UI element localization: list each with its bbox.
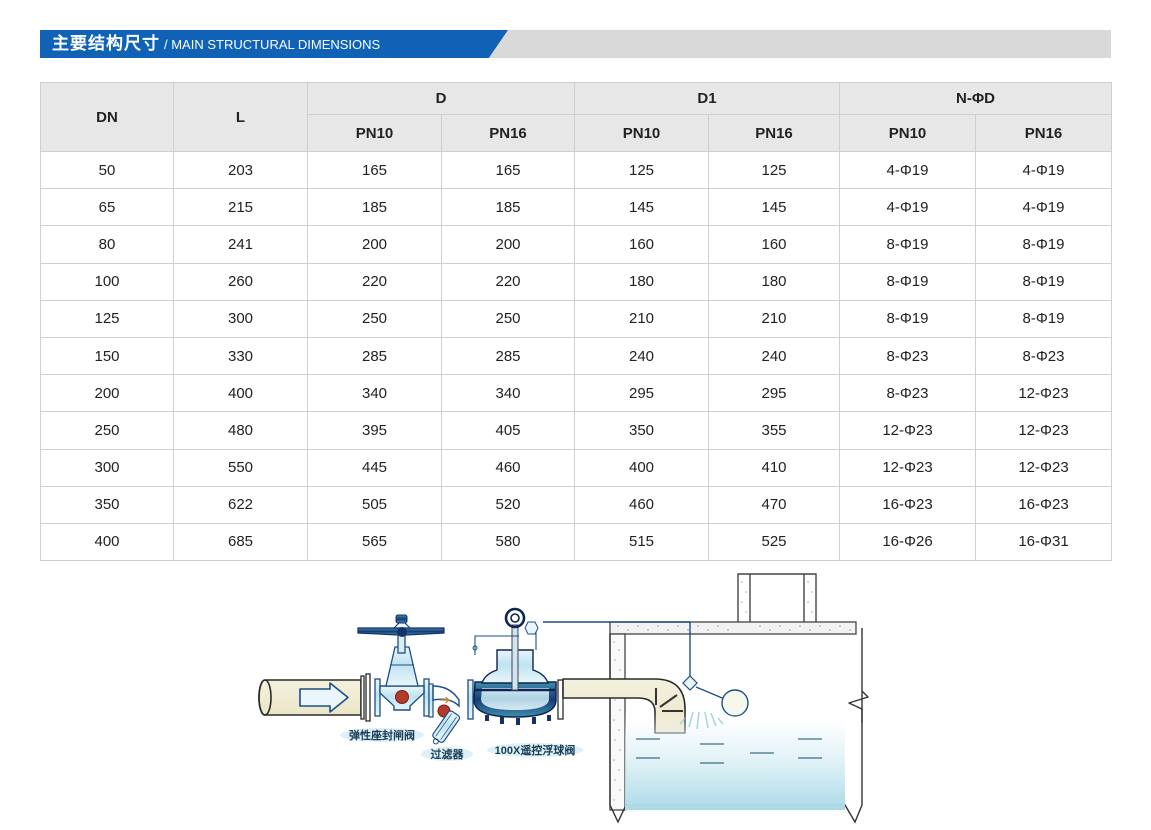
svg-text:弹性座封闸阀: 弹性座封闸阀 [349, 728, 415, 742]
svg-text:过滤器: 过滤器 [431, 747, 465, 761]
svg-text:100X遥控浮球阀: 100X遥控浮球阀 [495, 743, 576, 757]
